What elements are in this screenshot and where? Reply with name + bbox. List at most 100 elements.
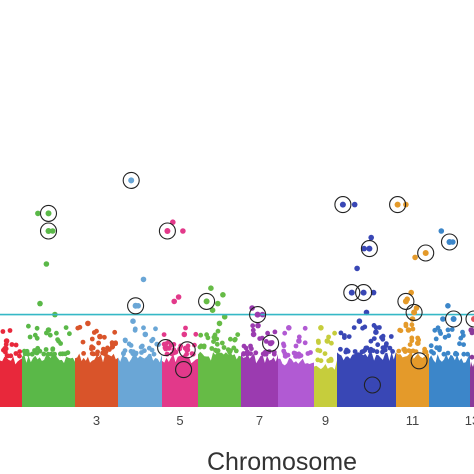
snp-point [409,338,415,344]
snp-peak-point [468,327,474,333]
snp-peak-point [318,325,324,331]
snp-point [56,338,61,344]
highlighted-snp-ring [465,310,474,328]
snp-peak-point [35,210,41,217]
snp-point [461,342,466,347]
snp-point [91,330,97,335]
snp-point [17,353,22,359]
snp-point [47,332,53,338]
snp-point [54,330,59,336]
snp-peak-point [97,333,103,340]
snp-point [89,351,95,356]
snp-point [227,349,233,355]
snp-peak-point [351,201,358,208]
highlighted-snp-point [162,344,169,351]
snp-point [52,351,57,357]
highlighted-snps-layer [39,171,474,394]
snp-point [316,340,321,345]
snp-point [153,326,158,332]
snp-point [26,323,31,329]
snp-point [469,354,474,360]
snp-point [293,353,298,359]
snp-point [293,343,299,349]
snp-point [461,351,467,357]
snp-point [305,351,311,356]
snp-point [80,339,86,345]
snp-peak-point [438,228,445,234]
highlighted-snp-ring [178,341,196,359]
snp-point [453,350,459,356]
snp-point [410,348,416,354]
snp-point [265,330,270,336]
snp-peak-point [43,261,50,267]
snp-point [445,327,451,333]
snp-point [32,332,38,338]
snp-point [388,334,394,339]
highlighted-snp-ring [262,334,280,352]
snp-point [437,328,443,334]
highlighted-snp-point [369,382,376,388]
highlighted-snp-point [394,201,401,208]
snp-point [149,347,155,353]
snp-point [35,345,41,351]
snp-point [428,343,434,349]
highlighted-snp-point [471,316,474,322]
snp-point [13,351,19,356]
snp-point [5,353,11,359]
snp-point [298,353,304,358]
x-tick-label: 7 [256,413,263,428]
snp-point [371,336,377,341]
snp-point [231,345,237,351]
snp-point [402,349,408,354]
snp-point [204,332,210,338]
snp-peak-point [250,331,257,338]
snp-peak-point [286,325,292,331]
snp-point [235,332,241,337]
snp-point [375,342,381,348]
chromosome-3-bulk [75,353,118,407]
snp-peak-point [45,327,52,333]
chromosome-5-bulk [162,353,198,407]
snp-peak-point [216,320,223,327]
snp-point [322,351,328,356]
snp-point [67,331,72,337]
snp-point [338,346,343,352]
snp-point [41,351,47,357]
highlighted-snp-point [450,316,457,322]
snp-peak-point [361,245,367,252]
snp-point [105,345,110,351]
highlighted-snp-point [164,228,171,234]
highlighted-snp-ring [405,303,423,321]
snp-point [302,325,308,331]
x-tick-label: 3 [93,413,100,428]
snp-point [398,328,404,334]
snp-peak-point [3,338,10,344]
snp-point [24,348,30,354]
snp-point [130,349,136,354]
snp-point [374,349,380,355]
snp-point [183,325,188,331]
highlighted-snp-point [254,311,261,318]
snp-point [214,336,220,342]
highlighted-snp-point [360,289,367,296]
snp-point [329,340,334,346]
snp-peak-point [324,338,331,344]
snp-point [7,328,13,333]
snp-point [403,321,409,327]
snp-point [103,349,109,355]
snp-peak-point [215,300,221,307]
snp-point [250,323,256,329]
highlighted-snp-ring [445,310,463,328]
chromosome-9-bulk [314,360,337,407]
highlighted-snp-ring [334,196,352,214]
snp-point [315,357,321,363]
snp-point [370,348,376,353]
snp-point [458,335,464,341]
snp-point [326,358,332,364]
snp-point [387,345,393,351]
snp-peak-point [181,331,188,338]
highlighted-snp-ring [39,222,58,240]
snp-peak-point [85,320,91,327]
snp-point [253,350,259,356]
snp-point [161,332,167,337]
